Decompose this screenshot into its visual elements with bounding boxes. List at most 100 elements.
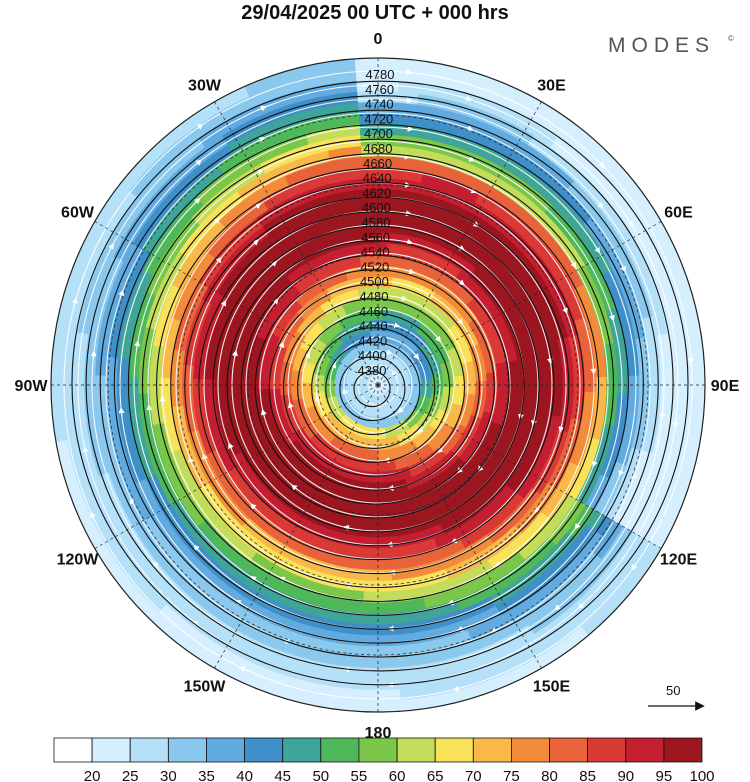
colorbar-swatch [625,737,665,763]
wind-speed-cell [83,394,97,417]
wind-speed-cell [366,536,379,549]
colorbar-tick-label: 25 [122,768,139,782]
contour-label: 4420 [358,333,387,348]
wind-speed-cell [518,368,531,381]
wind-speed-cell [354,535,368,549]
wind-speed-cell [388,535,402,549]
colorbar-swatch [320,737,360,763]
wind-speed-cell [345,156,364,170]
colorbar-tick-label: 75 [503,768,520,782]
wind-speed-cell [246,370,260,382]
longitude-label: 120E [660,552,698,569]
wind-speed-cell [51,395,64,420]
wind-speed-cell [358,645,379,658]
longitude-label: 60W [61,205,95,222]
colorbar-swatch [549,737,588,763]
wind-speed-cell [659,394,673,417]
wind-speed-cell [390,568,406,582]
contour-label: 4780 [366,67,395,82]
wind-speed-cell [377,547,391,560]
wind-speed-cell [540,390,553,404]
wind-speed-cell [390,188,406,202]
colorbar-tick-label: 20 [84,768,101,782]
reference-vector-label: 50 [666,683,681,698]
colorbar-tick-label: 95 [656,768,673,782]
wind-speed-cell [214,367,227,381]
colorbar-swatch [244,737,284,763]
wind-speed-cell [540,366,553,380]
longitude-label: 30E [537,78,566,95]
wind-speed-cell [377,471,386,484]
wind-speed-cell [279,387,292,396]
longitude-label: 90W [15,378,49,395]
colorbar-tick-label: 80 [541,768,558,782]
colorbar-tick-label: 45 [274,768,291,782]
wind-speed-cell [377,536,390,549]
wind-speed-cell [692,395,705,420]
colorbar: 20 25 30 35 40 45 50 55 60 65 70 75 80 85 90 95 100 [53,737,715,782]
wind-speed-cell [215,400,229,414]
contour-label: 4680 [364,141,393,156]
wind-speed-cell [350,568,366,582]
wind-speed-cell [377,667,399,680]
wind-speed-cell [392,600,411,614]
wind-speed-cell [648,394,662,415]
colorbar-swatch [206,737,245,763]
wind-speed-cell [363,569,379,582]
contour-label: 4400 [358,348,387,363]
wind-speed-cell [51,350,64,375]
contour-label: 4700 [364,126,393,141]
contour-label: 4720 [364,111,393,126]
contour-label: 4760 [365,82,394,97]
contour-label: 4460 [359,304,388,319]
wind-speed-cell [116,357,130,377]
streamline-arrow-icon [90,350,97,360]
colorbar-swatch [282,737,322,763]
colorbar-swatch [53,737,93,763]
contour-label: 4620 [362,185,391,200]
wind-speed-cell [214,389,227,403]
wind-speed-cell [290,387,303,395]
longitude-label: 150W [184,679,227,696]
longitude-label: 120W [57,552,100,569]
longitude-label: 90E [711,378,740,395]
wind-speed-cell [354,699,379,712]
wind-speed-cell [529,389,542,403]
wind-speed-cell [116,393,130,413]
wind-speed-cell [383,471,393,484]
contour-label: 4380 [358,363,387,378]
streamline-arrow-icon [672,419,679,429]
wind-speed-cell [389,199,405,213]
wind-speed-cell [368,504,379,517]
wind-speed-cell [370,471,379,484]
wind-speed-cell [382,460,391,473]
contour-label: 4660 [363,156,392,171]
longitude-label: 30W [188,78,222,95]
longitude-label: 0 [374,31,383,48]
colorbar-tick-label: 50 [312,768,329,782]
contour-label: 4580 [362,215,391,230]
wind-speed-cell [527,356,541,370]
colorbar-swatch [510,737,550,763]
colorbar-tick-label: 40 [236,768,253,782]
contour-label: 4440 [359,319,388,334]
colorbar-tick-label: 65 [427,768,444,782]
colorbar-swatch [396,737,436,763]
wind-speed-cell [181,364,195,379]
map-title: 29/04/2025 00 UTC + 000 hrs [241,2,509,24]
wind-speed-cell [377,699,402,712]
wind-speed-cell [83,353,97,376]
wind-speed-cell [377,602,395,615]
wind-speed-cell [361,602,379,615]
colorbar-tick-label: 60 [389,768,406,782]
wind-speed-cell [377,449,384,462]
wind-speed-cell [392,156,411,170]
streamline-arrow-icon [659,410,666,420]
wind-speed-cell [659,353,673,376]
wind-speed-cell [377,656,399,669]
contour-label: 4640 [363,171,392,186]
streamline-arrow-icon [687,355,694,365]
wind-speed-cell [246,388,260,400]
brand-logo: MODES [608,34,716,57]
